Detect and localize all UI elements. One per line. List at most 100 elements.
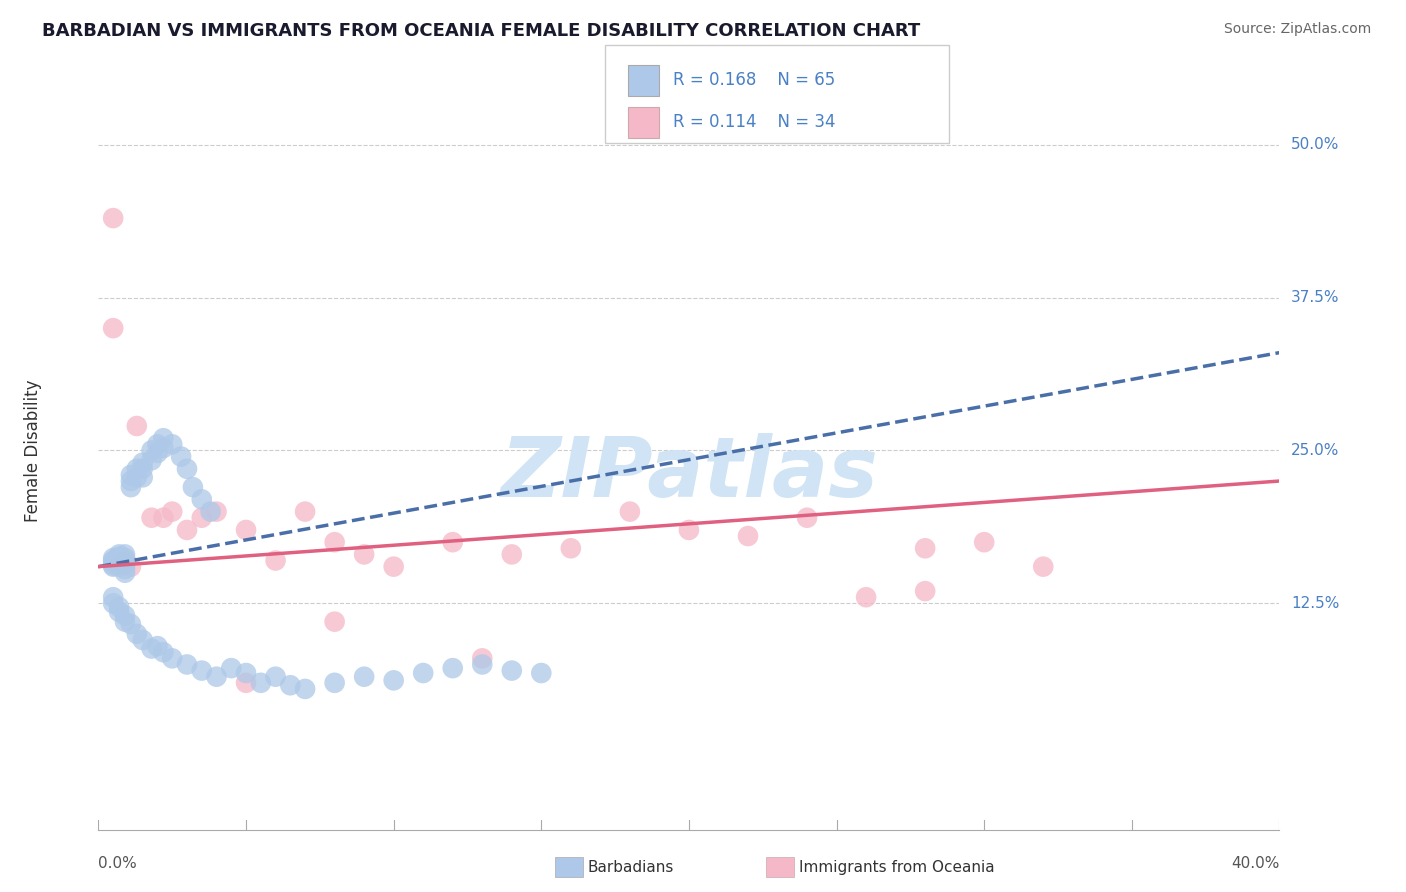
Point — [108, 599, 131, 614]
Point — [441, 661, 464, 675]
Text: R = 0.114    N = 34: R = 0.114 N = 34 — [673, 113, 837, 131]
Point — [737, 529, 759, 543]
Point — [103, 591, 125, 605]
Point — [120, 467, 142, 482]
Point — [1032, 559, 1054, 574]
Point — [176, 462, 198, 476]
Point — [973, 535, 995, 549]
Point — [146, 639, 169, 653]
Point — [205, 670, 228, 684]
Point — [132, 462, 155, 476]
Point — [125, 462, 148, 476]
Point — [181, 480, 204, 494]
Text: Immigrants from Oceania: Immigrants from Oceania — [799, 860, 994, 874]
Point — [353, 670, 375, 684]
Point — [162, 437, 183, 451]
Point — [125, 627, 148, 641]
Point — [152, 441, 174, 455]
Point — [114, 566, 136, 580]
Point — [191, 664, 214, 678]
Text: ZIPatlas: ZIPatlas — [501, 433, 877, 514]
Point — [103, 551, 125, 566]
Point — [114, 558, 136, 573]
Point — [108, 548, 131, 562]
Point — [280, 678, 302, 692]
Point — [125, 470, 148, 484]
Point — [108, 556, 131, 570]
Point — [205, 505, 228, 519]
Point — [103, 321, 125, 335]
Point — [323, 615, 346, 629]
Point — [382, 673, 405, 688]
Point — [114, 551, 136, 566]
Point — [235, 666, 257, 681]
Text: Barbadians: Barbadians — [588, 860, 673, 874]
Point — [914, 541, 936, 556]
Point — [914, 584, 936, 599]
Point — [103, 596, 125, 610]
Point — [120, 474, 142, 488]
Point — [323, 675, 346, 690]
Point — [221, 661, 243, 675]
Point — [501, 664, 523, 678]
Point — [103, 556, 125, 570]
Text: 50.0%: 50.0% — [1291, 137, 1340, 153]
Point — [152, 510, 174, 524]
Point — [441, 535, 464, 549]
Point — [114, 556, 136, 570]
Point — [146, 446, 169, 460]
Point — [250, 675, 273, 690]
Point — [471, 657, 494, 672]
Point — [132, 470, 155, 484]
Point — [294, 505, 316, 519]
Point — [114, 555, 136, 569]
Text: 37.5%: 37.5% — [1291, 290, 1340, 305]
Point — [382, 559, 405, 574]
Point — [162, 505, 183, 519]
Point — [191, 510, 214, 524]
Point — [146, 437, 169, 451]
Point — [501, 548, 523, 562]
Point — [678, 523, 700, 537]
Point — [191, 492, 214, 507]
Point — [103, 559, 125, 574]
Point — [108, 549, 131, 564]
Point — [141, 443, 163, 458]
Point — [264, 553, 287, 567]
Point — [530, 666, 553, 681]
Point — [560, 541, 582, 556]
Text: 25.0%: 25.0% — [1291, 443, 1340, 458]
Point — [114, 548, 136, 562]
Point — [108, 559, 131, 574]
Point — [114, 553, 136, 567]
Point — [114, 562, 136, 576]
Point — [141, 453, 163, 467]
Point — [412, 666, 434, 681]
Text: Source: ZipAtlas.com: Source: ZipAtlas.com — [1223, 22, 1371, 37]
Point — [103, 558, 125, 573]
Point — [152, 431, 174, 445]
Point — [200, 505, 222, 519]
Point — [619, 505, 641, 519]
Text: BARBADIAN VS IMMIGRANTS FROM OCEANIA FEMALE DISABILITY CORRELATION CHART: BARBADIAN VS IMMIGRANTS FROM OCEANIA FEM… — [42, 22, 921, 40]
Point — [114, 608, 136, 623]
Point — [120, 559, 142, 574]
Point — [176, 523, 198, 537]
Text: 40.0%: 40.0% — [1232, 856, 1279, 871]
Point — [132, 633, 155, 648]
Point — [294, 681, 316, 696]
Point — [114, 615, 136, 629]
Point — [235, 523, 257, 537]
Point — [108, 553, 131, 567]
Point — [796, 510, 818, 524]
Point — [132, 456, 155, 470]
Point — [103, 211, 125, 226]
Text: 12.5%: 12.5% — [1291, 596, 1340, 611]
Point — [170, 450, 193, 464]
Text: Female Disability: Female Disability — [24, 379, 42, 522]
Point — [162, 651, 183, 665]
Point — [103, 553, 125, 567]
Point — [125, 419, 148, 434]
Text: 0.0%: 0.0% — [98, 856, 138, 871]
Point — [108, 605, 131, 619]
